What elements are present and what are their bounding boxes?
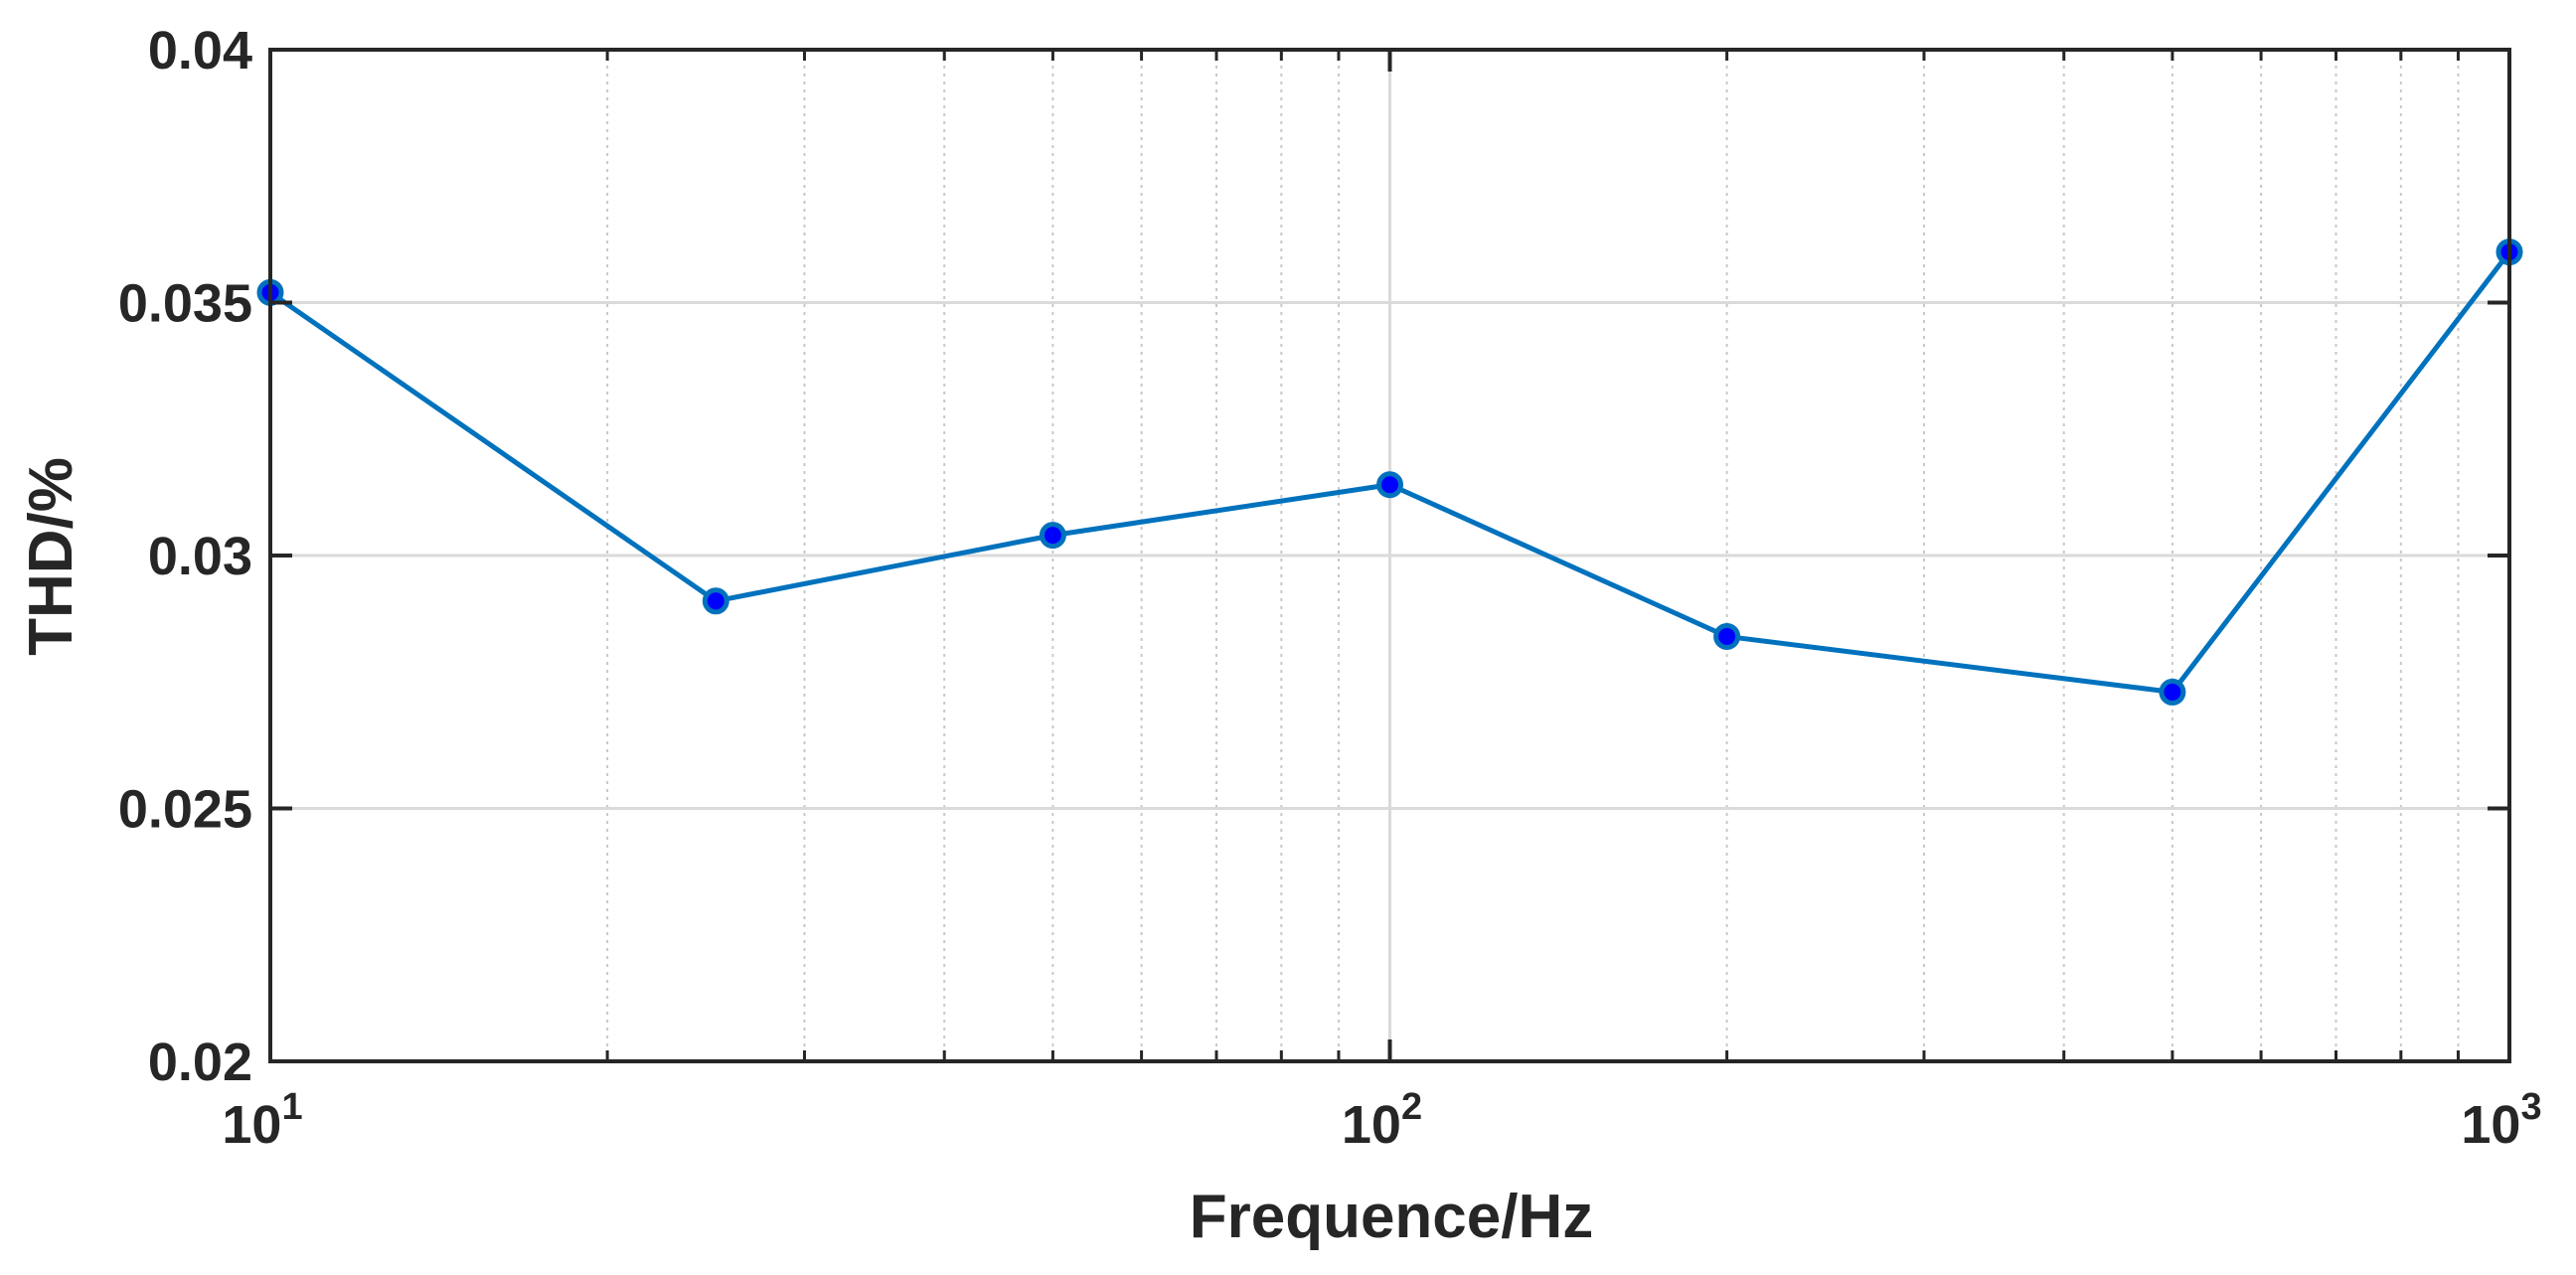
x-tick-label-base: 10 bbox=[2461, 1095, 2520, 1155]
grid bbox=[270, 50, 2509, 1061]
x-tick-label: 102 bbox=[1342, 1086, 1422, 1155]
x-axis-label: Frequence/Hz bbox=[1190, 1183, 1594, 1251]
y-axis-label: THD/% bbox=[17, 457, 85, 656]
x-tick-label: 103 bbox=[2461, 1086, 2541, 1155]
x-tick-label-base: 10 bbox=[1342, 1095, 1401, 1155]
y-tick-label: 0.03 bbox=[148, 527, 252, 586]
y-tick-label: 0.025 bbox=[118, 780, 252, 840]
data-point bbox=[702, 587, 729, 615]
x-tick-label: 101 bbox=[222, 1086, 302, 1155]
y-tick-label: 0.04 bbox=[148, 21, 252, 80]
data-point bbox=[1713, 622, 1741, 650]
y-tick-label: 0.02 bbox=[148, 1033, 252, 1092]
y-tick-label: 0.035 bbox=[118, 274, 252, 334]
data-point bbox=[2159, 678, 2186, 706]
series-layer bbox=[256, 239, 2523, 706]
x-tick-label-base: 10 bbox=[222, 1095, 281, 1155]
data-point bbox=[1376, 471, 1403, 499]
x-tick-label-exponent: 3 bbox=[2520, 1086, 2541, 1128]
data-point bbox=[1039, 522, 1066, 550]
x-tick-label-exponent: 2 bbox=[1401, 1086, 1422, 1128]
axes bbox=[268, 48, 2511, 1063]
x-tick-label-exponent: 1 bbox=[281, 1086, 302, 1128]
